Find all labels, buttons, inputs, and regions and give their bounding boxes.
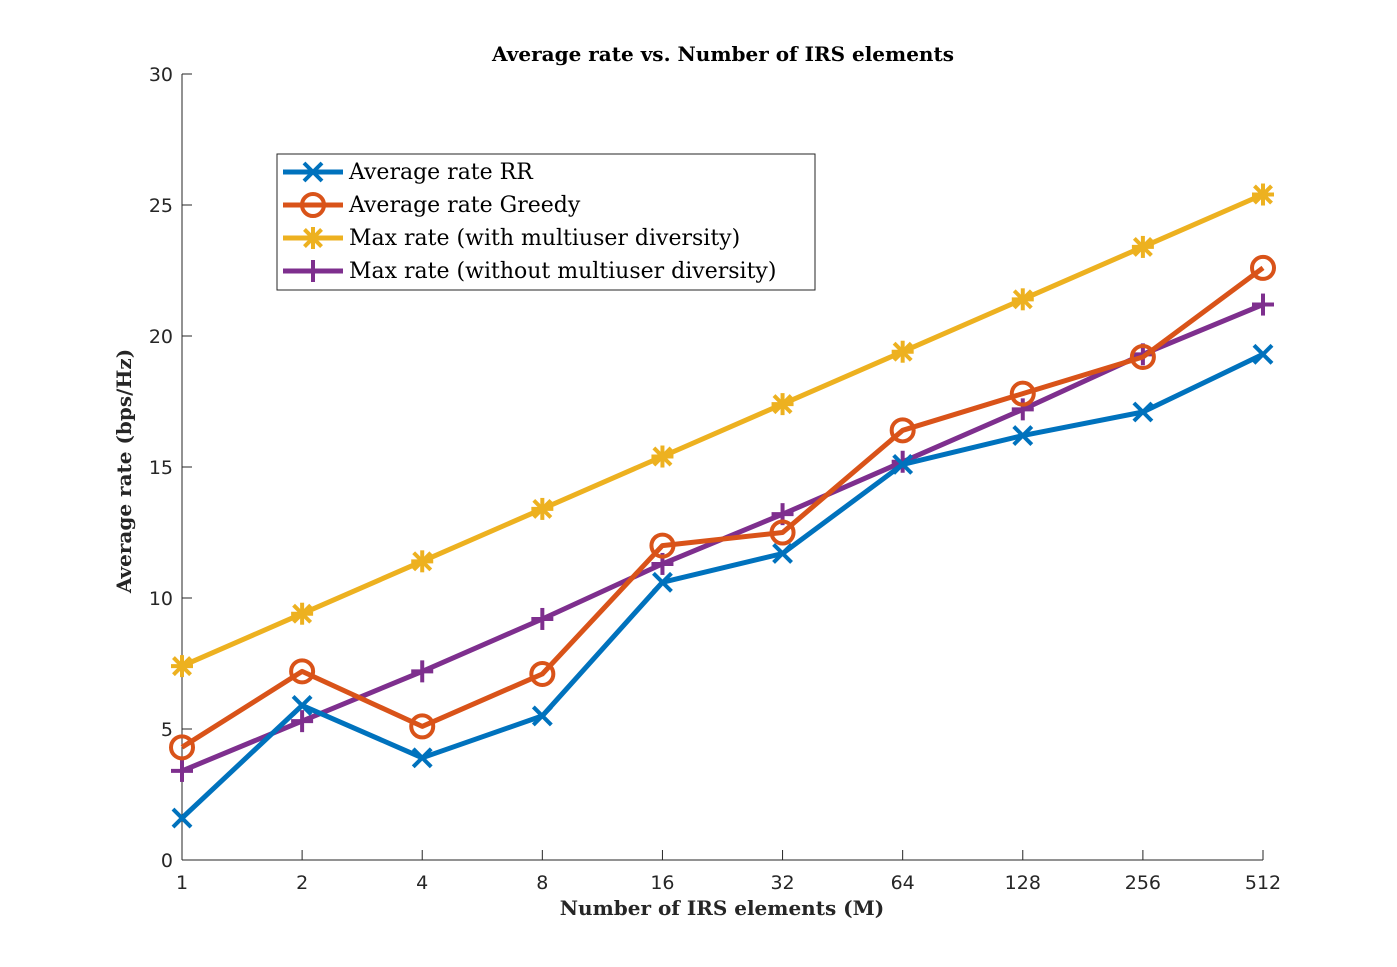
- series-line: [180, 352, 1265, 820]
- data-point: [171, 759, 193, 782]
- data-point: [889, 417, 916, 444]
- data-point: [300, 192, 326, 218]
- data-point: [291, 695, 313, 716]
- legend-label: Average rate Greedy: [348, 193, 581, 218]
- data-point: [302, 260, 324, 282]
- y-tick-label: 5: [161, 719, 173, 741]
- data-point: [289, 658, 316, 685]
- data-point: [769, 519, 796, 546]
- data-point: [1132, 401, 1154, 423]
- data-point: [531, 497, 554, 520]
- legend: Average rate RR Average rate Greedy Max ra…: [276, 153, 816, 291]
- data-point: [529, 660, 556, 687]
- data-point: [171, 655, 193, 678]
- data-point: [892, 453, 914, 475]
- x-tick-label: 2: [296, 872, 308, 894]
- data-point: [1131, 235, 1154, 258]
- y-tick-label: 0: [161, 850, 173, 872]
- data-point: [169, 734, 195, 761]
- y-tick-label: 25: [149, 195, 173, 217]
- data-point: [649, 532, 676, 559]
- y-axis-ticks: 0 5 10 15 20 25 30: [149, 64, 192, 872]
- series-3: [171, 183, 1274, 678]
- data-point: [1009, 380, 1036, 407]
- data-point: [1012, 425, 1034, 446]
- data-point: [1252, 183, 1274, 206]
- data-point: [891, 340, 914, 363]
- data-point: [302, 161, 324, 183]
- x-tick-label: 8: [536, 872, 548, 894]
- data-point: [651, 445, 674, 468]
- legend-label: Max rate (without multiuser diversity): [349, 259, 776, 284]
- data-point: [1011, 398, 1034, 421]
- legend-entry: Max rate (with multiuser diversity): [283, 226, 740, 251]
- legend-entry: Average rate RR: [283, 160, 534, 185]
- data-point: [1129, 343, 1156, 370]
- data-point: [411, 747, 433, 769]
- x-tick-label: 1: [176, 872, 188, 894]
- data-point: [531, 607, 554, 630]
- data-point: [171, 807, 193, 829]
- legend-label: Max rate (with multiuser diversity): [349, 226, 740, 251]
- data-point: [409, 713, 436, 740]
- x-tick-label: 128: [1005, 872, 1041, 894]
- y-tick-label: 30: [149, 64, 173, 86]
- data-point: [1011, 288, 1034, 311]
- chart-title: Average rate vs. Number of IRS elements: [491, 42, 954, 66]
- y-tick-label: 15: [149, 457, 173, 479]
- data-point: [291, 602, 314, 625]
- x-axis-label: Number of IRS elements (M): [560, 896, 884, 920]
- legend-entry: Max rate (without multiuser diversity): [283, 259, 776, 284]
- legend-entry: Average rate Greedy: [283, 192, 581, 218]
- legend-box: [276, 153, 816, 291]
- x-tick-label: 512: [1245, 872, 1281, 894]
- x-axis-ticks: 1 2 4 8 16 32 64 128 256 512: [176, 850, 1281, 894]
- data-point: [1250, 254, 1276, 281]
- data-point: [771, 393, 794, 416]
- x-tick-label: 32: [770, 872, 794, 894]
- data-point: [1252, 293, 1274, 316]
- x-tick-label: 256: [1125, 872, 1161, 894]
- legend-label: Average rate RR: [348, 160, 534, 185]
- data-point: [302, 227, 324, 249]
- series-line: [180, 265, 1265, 750]
- series-layer: [169, 183, 1276, 829]
- data-point: [411, 550, 434, 573]
- y-tick-label: 20: [149, 326, 173, 348]
- y-axis-label: Average rate (bps/Hz): [112, 349, 136, 594]
- series-2: [169, 254, 1276, 761]
- y-tick-label: 10: [149, 588, 173, 610]
- data-point: [652, 571, 673, 593]
- series-1: [171, 343, 1274, 829]
- data-point: [291, 710, 314, 733]
- data-point: [772, 543, 793, 564]
- x-tick-label: 4: [416, 872, 428, 894]
- x-tick-label: 16: [650, 872, 674, 894]
- data-point: [411, 660, 434, 683]
- data-point: [1252, 343, 1274, 365]
- series-line: [181, 192, 1264, 669]
- data-point: [531, 705, 553, 727]
- x-tick-label: 64: [891, 872, 915, 894]
